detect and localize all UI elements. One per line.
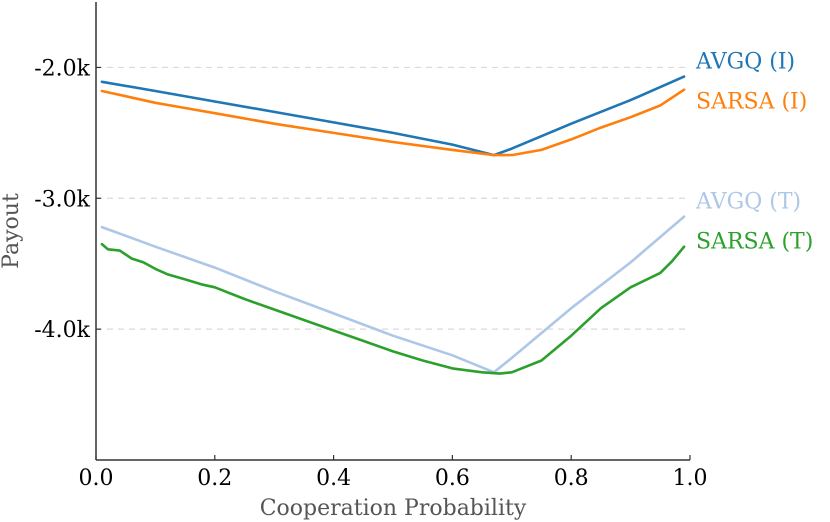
y-tick-label: -3.0k [34,187,90,212]
x-tick-label: 0.2 [197,466,232,491]
tick-labels: -2.0k -3.0k -4.0k 0.0 0.2 0.4 0.6 0.8 1.0 [34,56,707,491]
y-tick-label: -2.0k [34,56,90,81]
series-line-sarsa-i [100,88,686,157]
series-line-avgq-t [100,215,686,374]
legend-label-sarsa-i: SARSA (I) [696,90,807,115]
legend: AVGQ (I) SARSA (I) AVGQ (T) SARSA (T) [695,50,813,255]
axes [95,2,690,461]
series-line-avgq-i [100,75,686,157]
x-tick-label: 0.6 [435,466,470,491]
x-tick-label: 0.8 [554,466,589,491]
legend-label-avgq-i: AVGQ (I) [695,50,795,75]
x-tick-label: 0.4 [316,466,351,491]
legend-label-avgq-t: AVGQ (T) [695,190,801,215]
x-axis-title: Cooperation Probability [260,496,527,521]
y-axis-title: Payout [0,193,24,269]
x-tick-label: 0.0 [79,466,114,491]
series-line-sarsa-t [100,242,686,375]
gridlines [96,66,690,330]
series-lines [100,75,686,375]
y-tick-label: -4.0k [34,318,90,343]
x-tick-label: 1.0 [673,466,708,491]
legend-label-sarsa-t: SARSA (T) [696,230,813,255]
